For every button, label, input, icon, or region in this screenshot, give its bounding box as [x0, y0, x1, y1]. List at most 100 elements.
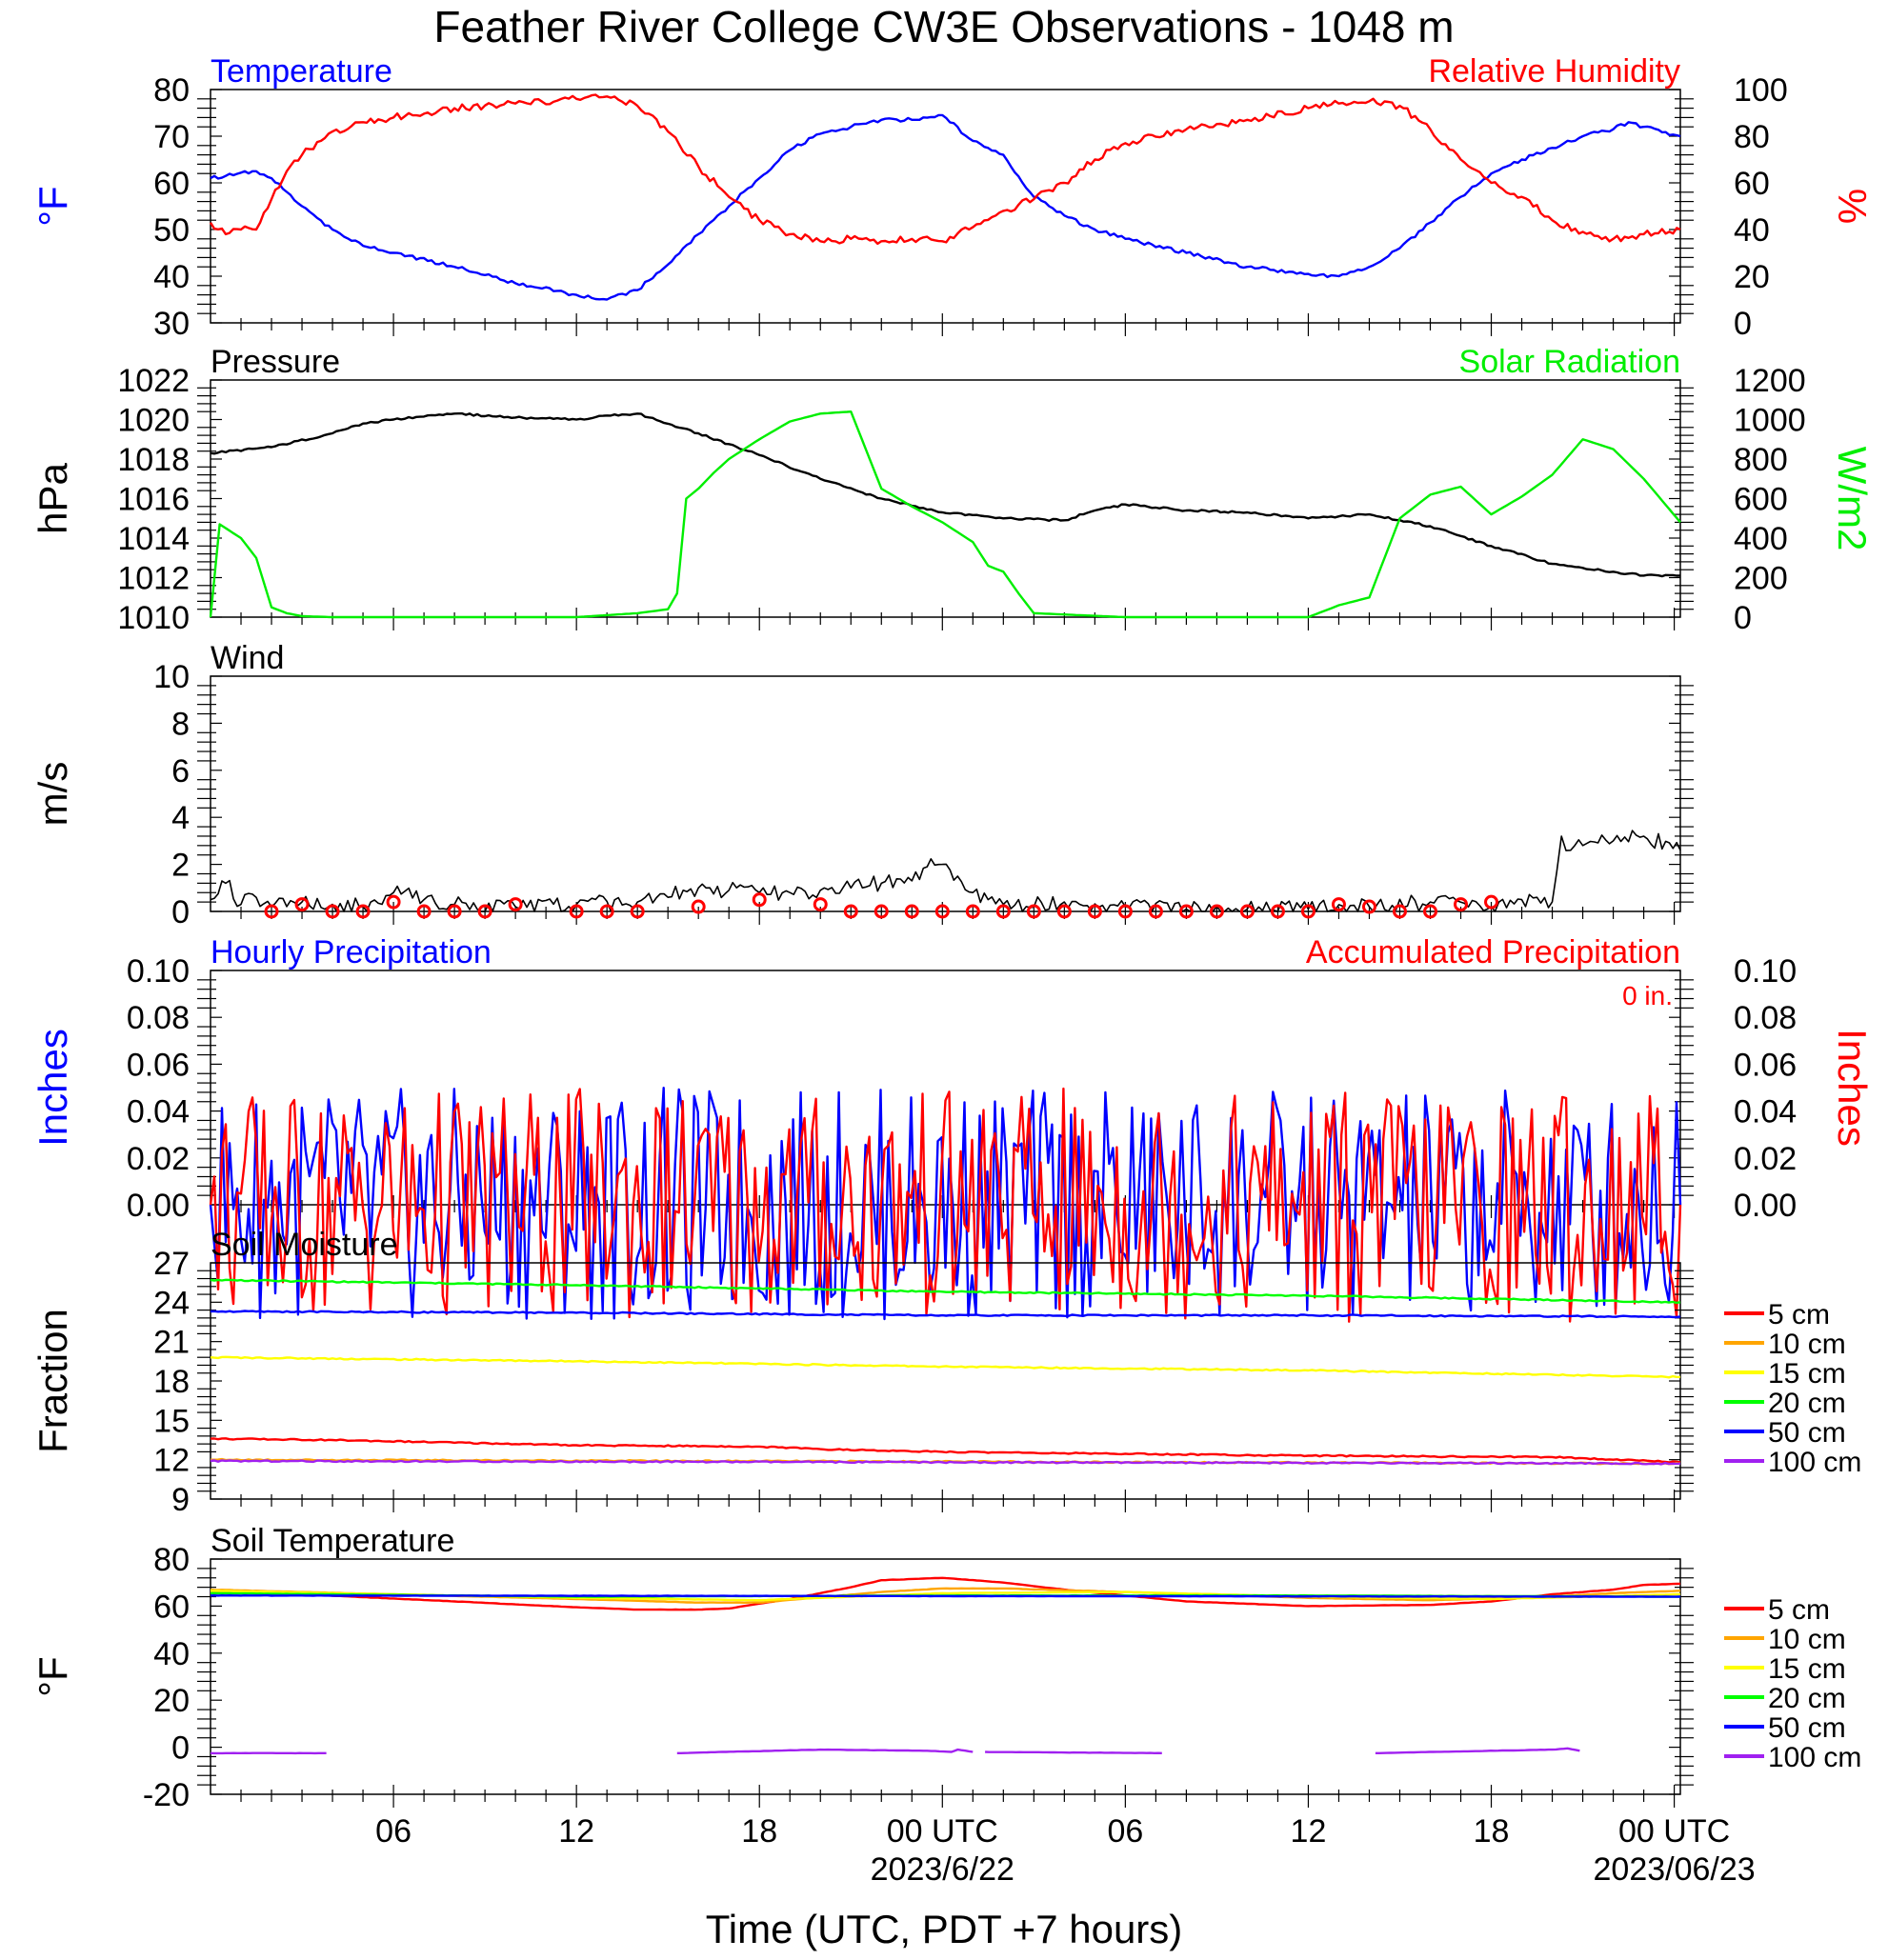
legend-label: 20 cm	[1768, 1683, 1846, 1714]
series-wind-wind	[210, 830, 1681, 912]
panel-title-left: Soil Moisture	[211, 1227, 398, 1263]
panel-title-right: Relative Humidity	[1428, 53, 1680, 90]
y-tick-label-right: 600	[1734, 482, 1788, 518]
y-tick-label-right: 40	[1734, 212, 1770, 249]
y-tick-label-left: 1014	[117, 521, 190, 557]
y-tick-label-left: 21	[153, 1325, 190, 1361]
panel-title-left: Wind	[211, 640, 284, 676]
y-tick-label-left: 0.00	[127, 1188, 190, 1224]
panel-title-left: Pressure	[211, 344, 340, 380]
legend-label: 100 cm	[1768, 1447, 1861, 1478]
y-tick-label-right: 0	[1734, 306, 1752, 342]
y-axis-label-left: m/s	[30, 762, 75, 827]
y-tick-label-left: -20	[143, 1777, 190, 1813]
y-tick-label-left: 60	[153, 166, 190, 202]
series-soil-temp-100-cm	[1375, 1747, 1580, 1754]
x-date-label: 2023/06/23	[1594, 1851, 1756, 1888]
panel-title-left: Hourly Precipitation	[211, 934, 492, 970]
wind-barb-calm-circle	[934, 904, 950, 919]
legend-label: 5 cm	[1768, 1594, 1830, 1626]
wind-barb-calm-circle	[294, 897, 310, 912]
panel-title-left: Soil Temperature	[211, 1523, 454, 1559]
series-pressure-solar-solar-radiation	[209, 410, 1681, 619]
y-axis-label-left: Inches	[30, 1029, 75, 1147]
y-tick-label-left: 1016	[117, 482, 190, 518]
series-soil-temp-100-cm	[985, 1750, 1162, 1754]
y-tick-label-right: 400	[1734, 521, 1788, 557]
series-soil-temp-100-cm	[676, 1748, 974, 1754]
panel-frame	[210, 89, 1681, 324]
y-tick-label-right: 0.00	[1734, 1188, 1797, 1224]
wind-barb-calm-circle	[264, 904, 279, 919]
y-tick-label-left: 0.02	[127, 1141, 190, 1177]
y-tick-label-right: 0.06	[1734, 1047, 1797, 1083]
wind-barb-calm-circle	[386, 894, 401, 910]
wind-barb-calm-circle	[1239, 904, 1255, 919]
wind-barb-calm-circle	[1056, 904, 1072, 919]
y-tick-label-left: 60	[153, 1589, 190, 1625]
series-soil-moisture-20-cm	[210, 1278, 1681, 1305]
y-tick-label-left: 18	[153, 1364, 190, 1400]
wind-barb-calm-circle	[843, 904, 858, 919]
wind-barb-calm-circle	[995, 904, 1011, 919]
series-precip-hourly-precipitation	[209, 1087, 1682, 1321]
legend-label: 15 cm	[1768, 1358, 1846, 1390]
wind-barb-calm-circle	[569, 904, 584, 919]
y-tick-label-left: 15	[153, 1403, 190, 1439]
series-soil-moisture-50-cm	[210, 1310, 1681, 1319]
wind-barb-calm-circle	[1026, 904, 1041, 919]
wind-barb-calm-circle	[477, 904, 492, 919]
y-tick-label-left: 30	[153, 306, 190, 342]
y-tick-label-right: 800	[1734, 442, 1788, 478]
legend-label: 5 cm	[1768, 1299, 1830, 1330]
legend-label: 10 cm	[1768, 1624, 1846, 1655]
y-tick-label-right: 20	[1734, 259, 1770, 295]
wind-barb-calm-circle	[752, 892, 767, 908]
y-tick-label-left: 4	[171, 800, 190, 836]
legend-label: 10 cm	[1768, 1329, 1846, 1360]
y-axis-label-right: Inches	[1830, 1029, 1875, 1147]
y-tick-label-left: 10	[153, 659, 190, 695]
y-tick-label-right: 200	[1734, 561, 1788, 597]
legend-label: 15 cm	[1768, 1653, 1846, 1685]
legend-label: 50 cm	[1768, 1417, 1846, 1449]
wind-barb-calm-circle	[508, 897, 523, 912]
x-tick-label: 06	[375, 1813, 412, 1850]
x-tick-label: 12	[558, 1813, 594, 1850]
y-tick-label-left: 0.06	[127, 1047, 190, 1083]
x-axis-label: Time (UTC, PDT +7 hours)	[706, 1907, 1183, 1951]
y-tick-label-left: 1012	[117, 561, 190, 597]
wind-barb-calm-circle	[1484, 894, 1499, 910]
y-tick-label-left: 80	[153, 72, 190, 109]
panel-title-left: Temperature	[211, 53, 392, 90]
series-precip-accumulated-precipitation	[209, 1087, 1682, 1323]
y-tick-label-left: 0	[171, 894, 190, 930]
x-date-label: 2023/6/22	[871, 1851, 1014, 1888]
y-tick-label-left: 8	[171, 706, 190, 742]
y-tick-label-left: 50	[153, 212, 190, 249]
y-tick-label-right: 80	[1734, 119, 1770, 155]
y-axis-label-right: %	[1830, 189, 1875, 224]
wind-barb-calm-circle	[874, 904, 889, 919]
wind-barb-calm-circle	[1300, 904, 1316, 919]
legend-label: 50 cm	[1768, 1712, 1846, 1744]
panel-title-right: Solar Radiation	[1459, 344, 1680, 380]
y-tick-label-left: 0.04	[127, 1094, 190, 1130]
series-soil-moisture-5-cm	[210, 1437, 1681, 1464]
series-temp-rh-relative-humidity	[209, 93, 1681, 246]
wind-barb-calm-circle	[355, 904, 371, 919]
y-tick-label-right: 1000	[1734, 403, 1806, 439]
wind-barb-calm-circle	[1392, 904, 1407, 919]
y-tick-label-left: 40	[153, 259, 190, 295]
wind-barb-calm-circle	[630, 904, 645, 919]
y-tick-label-right: 60	[1734, 166, 1770, 202]
series-pressure-solar-pressure	[210, 411, 1681, 578]
y-tick-label-right: 1200	[1734, 363, 1806, 399]
x-tick-label: 18	[741, 1813, 777, 1850]
series-soil-temp-5-cm	[210, 1576, 1681, 1611]
y-tick-label-left: 1020	[117, 403, 190, 439]
y-axis-label-left: °F	[30, 1656, 75, 1696]
